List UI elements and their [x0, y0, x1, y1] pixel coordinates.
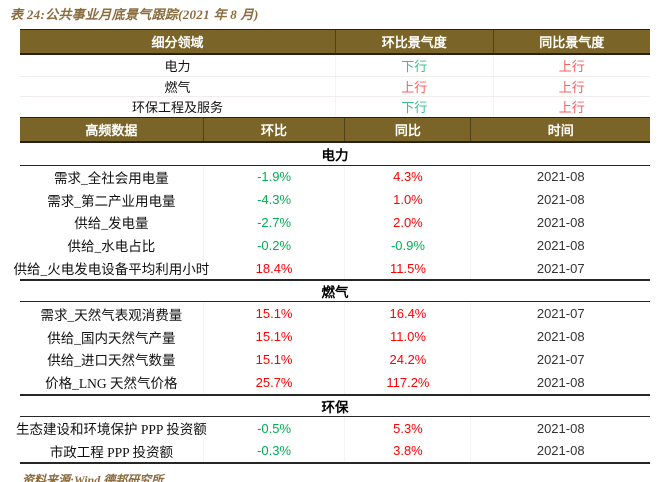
date-value: 2021-08	[470, 416, 650, 440]
mom-value: 15.1%	[202, 325, 345, 349]
mom-value: 25.7%	[202, 370, 345, 394]
indicator-label: 需求_第二产业用电量	[47, 193, 176, 209]
indicator-row: 市政工程 PPP 投资额 -0.3% 3.8% 2021-08	[20, 439, 650, 463]
overview-header-row: 细分领域 环比景气度 同比景气度	[20, 29, 650, 55]
source-note: 资料来源:Wind,德邦研究所	[22, 473, 164, 482]
yoy-value: 16.4%	[344, 302, 470, 326]
indicator-row: 供给_发电量 -2.7% 2.0% 2021-08	[20, 211, 650, 234]
yoy-value: 24.2%	[344, 348, 470, 371]
indicator-row: 供给_国内天然气产量 15.1% 11.0% 2021-08	[20, 325, 650, 349]
indicator-row: 价格_LNG 天然气价格 25.7% 117.2% 2021-08	[20, 370, 650, 394]
overview-row: 燃气 上行 上行	[20, 75, 651, 96]
indicator-row: 需求_第二产业用电量 -4.3% 1.0% 2021-08	[20, 188, 650, 212]
indicator-row: 需求_天然气表观消费量 15.1% 16.4% 2021-07	[20, 302, 650, 326]
indicator-label: 供给_进口天然气数量	[47, 353, 176, 369]
overview-header-yoy: 同比景气度	[492, 30, 651, 53]
overview-row: 环保工程及服务 下行 上行	[20, 96, 650, 117]
detail-header-mom: 环比	[202, 117, 345, 141]
mom-trend-value: 上行	[335, 76, 493, 96]
mom-value: -1.9%	[202, 165, 345, 189]
section-name: 环保	[321, 399, 349, 415]
indicator-label: 需求_天然气表观消费量	[40, 307, 183, 323]
detail-header-row: 高频数据 环比 同比 时间	[20, 116, 650, 143]
section-header-row: 环保	[20, 393, 650, 417]
date-value: 2021-08	[470, 165, 650, 189]
table-title: 表 24:公共事业月底景气跟踪(2021 年 8 月)	[10, 7, 259, 22]
section-name: 电力	[321, 147, 349, 163]
detail-header-date: 时间	[470, 117, 650, 141]
date-value: 2021-08	[470, 188, 650, 212]
segment-label: 环保工程及服务	[131, 100, 223, 116]
indicator-row: 供给_进口天然气数量 15.1% 24.2% 2021-07	[20, 348, 650, 371]
indicator-label: 生态建设和环境保护 PPP 投资额	[15, 422, 207, 438]
overview-body: 电力 下行 上行 燃气 上行 上行 环保工程及服务 下行 上行	[20, 55, 650, 117]
mom-value: 15.1%	[202, 302, 345, 326]
date-value: 2021-08	[470, 439, 650, 463]
indicator-label: 市政工程 PPP 投资额	[49, 444, 173, 460]
date-value: 2021-07	[470, 302, 650, 326]
indicator-row: 供给_火电发电设备平均利用小时 18.4% 11.5% 2021-07	[13, 256, 650, 280]
yoy-value: 11.5%	[344, 256, 470, 280]
detail-header-yoy: 同比	[344, 117, 470, 141]
mom-trend-value: 下行	[335, 97, 493, 117]
yoy-value: 3.8%	[344, 439, 470, 463]
mom-value: -0.2%	[202, 233, 345, 257]
yoy-value: 11.0%	[344, 325, 470, 349]
yoy-trend-value: 上行	[492, 97, 651, 117]
yoy-trend-value: 上行	[492, 55, 651, 76]
indicator-row: 生态建设和环境保护 PPP 投资额 -0.5% 5.3% 2021-08	[15, 416, 650, 440]
indicator-label: 供给_火电发电设备平均利用小时	[13, 262, 210, 278]
indicator-label: 供给_发电量	[74, 216, 149, 232]
yoy-value: 2.0%	[344, 211, 470, 234]
indicator-row: 供给_水电占比 -0.2% -0.9% 2021-08	[20, 233, 650, 257]
indicator-label: 供给_国内天然气产量	[47, 330, 176, 346]
indicator-label: 需求_全社会用电量	[53, 170, 169, 186]
detail-body: 电力 需求_全社会用电量 -1.9% 4.3% 2021-08 需求_第二产业用电量 -4.…	[13, 143, 650, 465]
date-value: 2021-07	[470, 348, 650, 371]
mom-trend-value: 下行	[335, 55, 493, 76]
mom-value: -2.7%	[202, 211, 345, 234]
section-header-row: 燃气	[20, 279, 650, 303]
detail-header-indicator: 高频数据	[85, 122, 138, 138]
indicator-label: 价格_LNG 天然气价格	[45, 376, 178, 392]
section-header-row: 电力	[20, 143, 650, 166]
yoy-trend-value: 上行	[492, 76, 651, 96]
yoy-value: 4.3%	[344, 165, 470, 189]
mom-value: 15.1%	[202, 348, 345, 371]
mom-value: -0.3%	[202, 439, 345, 463]
segment-label: 电力	[164, 58, 191, 74]
date-value: 2021-08	[470, 370, 650, 394]
mom-value: 18.4%	[202, 256, 345, 280]
mom-value: -4.3%	[202, 188, 345, 212]
date-value: 2021-08	[470, 325, 650, 349]
overview-header-segment: 细分领域	[151, 35, 204, 50]
yoy-value: 117.2%	[344, 370, 470, 394]
indicator-row: 需求_全社会用电量 -1.9% 4.3% 2021-08	[20, 165, 650, 189]
yoy-value: 1.0%	[344, 188, 470, 212]
yoy-value: -0.9%	[344, 233, 470, 257]
date-value: 2021-07	[470, 256, 650, 280]
overview-header-mom: 环比景气度	[335, 30, 493, 53]
section-name: 燃气	[321, 285, 349, 301]
mom-value: -0.5%	[202, 416, 345, 440]
date-value: 2021-08	[470, 233, 650, 257]
segment-label: 燃气	[164, 79, 191, 95]
yoy-value: 5.3%	[344, 416, 470, 440]
prosperity-tracking-table: 细分领域 环比景气度 同比景气度 电力 下行 上行 燃气 上行 上行 环保工程及服务 下行 上行…	[13, 29, 650, 465]
overview-row: 电力 下行 上行	[20, 55, 650, 76]
date-value: 2021-08	[470, 211, 650, 234]
indicator-label: 供给_水电占比	[67, 239, 156, 255]
